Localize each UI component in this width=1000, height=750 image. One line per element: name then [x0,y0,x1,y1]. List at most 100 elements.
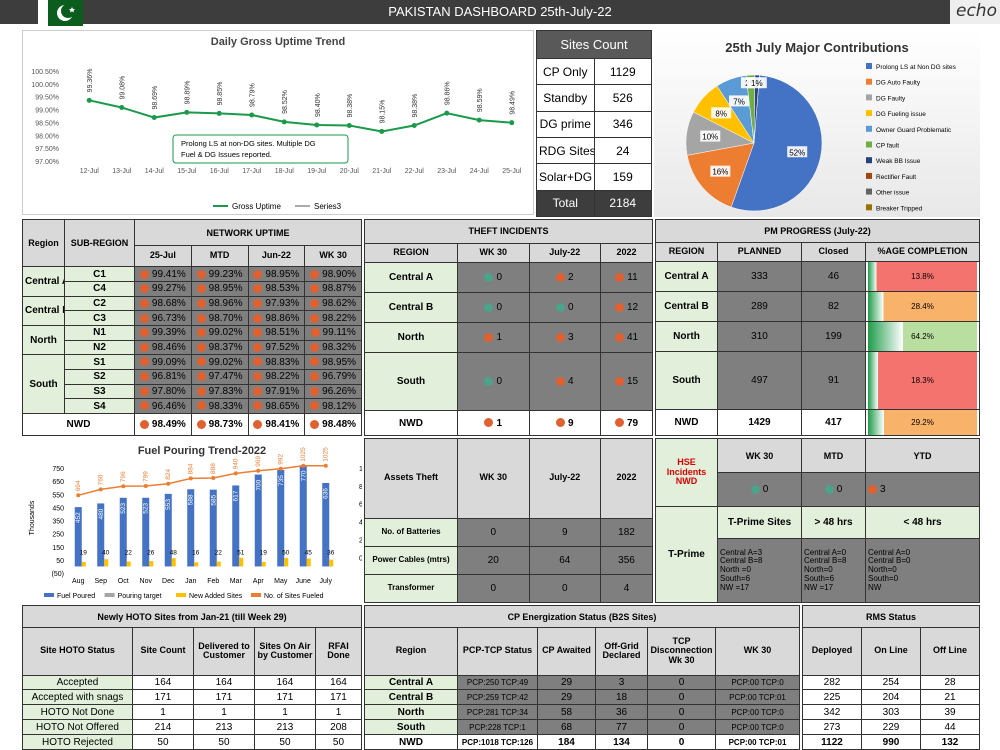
cp-value-cell: 29 [537,674,596,691]
fuel-y2-tick: 0 [359,555,362,562]
fuel-y-tick: 450 [52,505,64,512]
theft-cell: 0 [457,292,530,324]
status-dot-icon [253,313,263,323]
pie-legend-item: Rectifier Fault [876,174,916,181]
hoto-value-cell: 208 [314,719,363,736]
status-dot-icon [310,372,320,382]
closed-cell: 91 [801,351,866,411]
fuel-legend-swatch [176,593,186,597]
tprime-lt48-header: < 48 hrs [865,506,980,539]
pcp-tcp-cell: PCP:1018 TCP:126 [457,734,538,750]
status-dot-icon [253,401,263,411]
planned-cell: 497 [717,351,802,411]
sites-count-value: 526 [593,84,652,112]
theft-cell: 1 [457,322,530,354]
table-row: Central BC298.68%98.96%97.93%98.62% [22,295,362,327]
table-row: NWD PCP:1018 TCP:126 184 134 0 PCP:00 TCP:01 [364,734,800,750]
completion-cell: 29.2% [865,409,980,436]
uptime-cell: 98.37% [190,339,249,356]
fuel-x-tick: Nov [140,578,153,585]
status-dot-icon [310,342,320,352]
fuel-legend-item: No. of Sites Fueled [264,593,324,600]
fuel-x-tick: June [296,578,311,585]
uptime-cell: 98.87% [304,281,362,297]
cp-wk30-cell: PCP:00 TCP:0 [715,674,800,691]
status-dot-icon [310,357,320,367]
closed-cell: 417 [801,409,866,436]
planned-cell: 333 [717,261,802,293]
pie-legend-swatch [866,141,872,148]
hoto-status-cell: Accepted with snags [22,689,133,706]
network-col-header: 25-Jul [134,245,192,268]
cp-value-cell: 77 [595,719,648,736]
uptime-cell: 98.49% [134,413,192,436]
uptime-cell: 99.09% [134,354,192,370]
status-dot-icon [196,357,206,367]
hoto-table: Newly HOTO Sites from Jan-21 (till Week … [22,604,363,750]
uptime-x-tick: 20-Jul [340,168,360,175]
cp-col-header: PCP-TCP Status [457,627,538,676]
sites-count-label: Solar+DG [536,163,595,191]
theft-cell: 0 [528,292,601,324]
new-sites-label: 36 [327,549,335,556]
table-row: S3 97.80% 97.83% 97.91% 96.26% [23,383,362,400]
region-cell: South [364,352,458,412]
status-dot-icon [614,377,624,387]
region-cell: Central A [655,261,718,293]
cp-value-cell: 0 [647,704,716,721]
hoto-value-cell: 50 [314,734,363,750]
sites-count-value: 346 [593,110,652,139]
uptime-cell: 98.73% [190,413,249,436]
table-row: 273 229 44 [802,719,980,736]
cp-value-cell: 68 [537,719,596,736]
table-row: 342 303 39 [802,704,980,721]
table-row: Central A 0 2 11 [364,262,653,294]
table-row: Transformer 0 0 4 [364,573,653,604]
status-dot-icon [484,377,494,387]
subregion-cell: S1 [64,354,135,370]
hoto-col-header: RFAI Done [314,627,363,676]
pie-label-bg [787,146,808,158]
tprime-list-item: NW [868,582,882,592]
rms-value-cell: 303 [861,704,921,721]
hoto-status-cell: Accepted [22,674,133,691]
table-row: Central B PCP:259 TCP:42 29 18 0 PCP:00 TCP:0… [364,689,800,706]
new-sites-bar [239,557,244,567]
tprime-list-item: Central B=8 [720,556,763,566]
uptime-cell: 98.46% [134,339,192,356]
asset-label: No. of Batteries [364,517,458,547]
table-row: South 497 91 18.3% [655,351,980,411]
hoto-value-cell: 1 [314,704,363,721]
table-row: South S1 99.09% 99.02% 98.83% 98.95% [22,354,362,414]
uptime-x-tick: 14-Jul [145,168,165,175]
status-dot-icon [139,342,149,352]
dashboard-title: PAKISTAN DASHBOARD 25th-July-22 [388,4,612,19]
new-sites-bar [306,558,311,567]
cp-col-header: WK 30 [715,627,800,676]
rms-value-cell: 21 [920,689,980,706]
hoto-value-cell: 213 [192,719,255,736]
fuel-bar [277,469,285,567]
pie-slice [753,74,760,144]
status-dot-icon [310,386,320,396]
completion-cell: 13.8% [865,261,980,293]
region-cell: Central B [364,689,458,706]
cp-value-cell: 184 [537,734,596,750]
sites-fueled-label: 799 [143,471,150,482]
region-cell: North [364,322,458,354]
fuel-x-tick: May [274,578,288,585]
hoto-value-cell: 50 [132,734,194,750]
uptime-cell: 98.65% [247,398,306,414]
table-row: Central A 333 46 13.8% [655,261,980,293]
cp-wk30-cell: PCP:00 TCP:0 [715,719,800,736]
uptime-data-label: 99.36% [87,69,94,93]
uptime-note-line: Fuel & DG Issues reported. [181,150,272,159]
status-dot-icon [614,303,624,313]
fuel-bar-label: 480 [98,508,105,519]
uptime-line [89,99,512,133]
completion-bar: 29.2% [868,410,977,435]
hse-wk30: 0 [762,484,769,495]
region-cell: Central A [364,262,458,294]
fuel-bar [322,482,330,567]
subregion-cell: S2 [64,368,135,385]
